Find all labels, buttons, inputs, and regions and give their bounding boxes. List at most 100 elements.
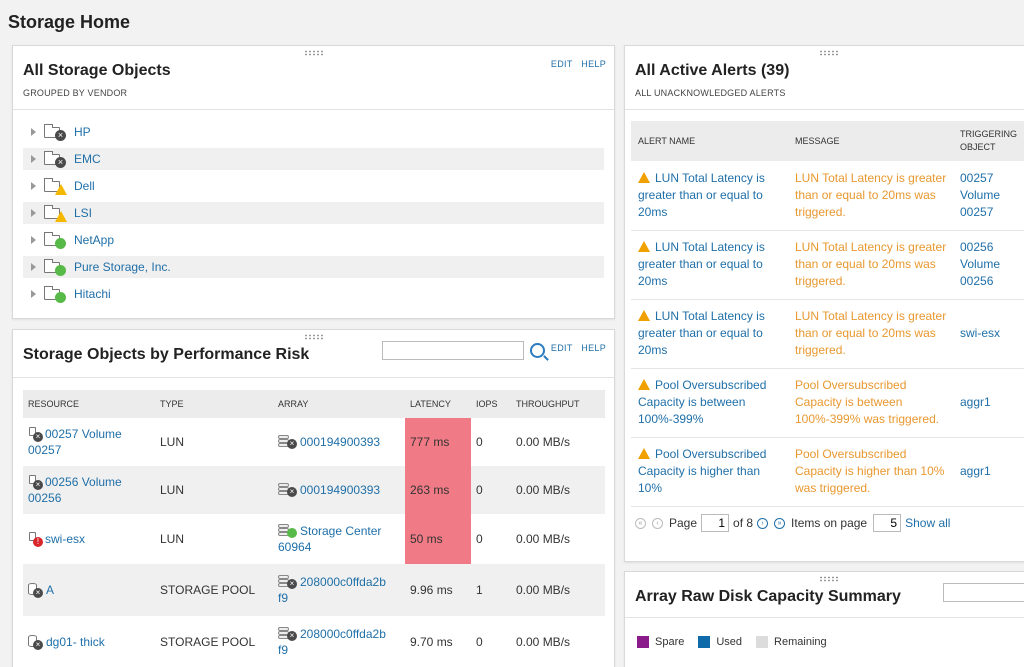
vendor-row[interactable]: Dell [23,175,604,197]
vendor-link[interactable]: NetApp [74,233,115,247]
alert-name-link[interactable]: LUN Total Latency is greater than or equ… [638,309,765,357]
search-icon[interactable] [530,343,545,358]
alert-name-link[interactable]: LUN Total Latency is greater than or equ… [638,170,765,219]
page-count: of 8 [733,516,754,530]
col-throughput[interactable]: THROUGHPUT [511,390,605,418]
expand-triangle-icon[interactable] [31,263,36,271]
vendor-row[interactable]: NetApp [23,229,604,251]
alert-message: LUN Total Latency is greater than or equ… [788,161,953,231]
vendor-row[interactable]: × HP [23,121,604,143]
expand-triangle-icon[interactable] [31,209,36,217]
latency-cell: 9.96 ms [405,564,471,616]
alert-name-link[interactable]: LUN Total Latency is greater than or equ… [638,240,765,288]
legend-swatch [756,636,769,648]
expand-triangle-icon[interactable] [31,236,36,244]
next-page-icon[interactable]: › [757,517,769,529]
triggering-object-link[interactable]: swi-esx [960,326,1001,340]
triggering-object-link[interactable]: aggr1 [960,464,991,478]
drag-handle[interactable] [819,576,839,582]
vendor-link[interactable]: Pure Storage, Inc. [74,260,171,274]
perf-search-input[interactable] [382,341,524,360]
resource-link[interactable]: swi-esx [45,532,86,546]
folder-icon: × [44,150,66,168]
triggering-object-link[interactable]: 00257 Volume 00257 [960,170,1001,219]
first-page-icon[interactable]: « [635,517,646,529]
col-triggering-object[interactable]: TRIGGERING OBJECT [953,121,1024,161]
latency-cell: 50 ms [405,514,471,564]
table-row: × 00256 Volume 00256 LUN × 000194900393 263 ms… [23,466,605,514]
legend-swatch [698,636,711,648]
col-resource[interactable]: RESOURCE [23,390,155,418]
resource-link[interactable]: A [46,583,55,597]
array-icon [278,524,297,538]
vendor-link[interactable]: EMC [74,152,101,166]
folder-icon: × [44,123,66,141]
items-per-page-input[interactable] [873,514,902,532]
alert-row: LUN Total Latency is greater than or equ… [631,230,1024,300]
resource-link[interactable]: 00256 Volume [45,475,122,489]
alerts-subtitle: ALL UNACKNOWLEDGED ALERTS [635,88,786,98]
col-message[interactable]: MESSAGE [788,121,953,161]
col-latency[interactable]: LATENCY [405,390,471,418]
help-link[interactable]: HELP [581,59,606,69]
capacity-search-input[interactable] [943,583,1024,602]
vendor-row[interactable]: × EMC [23,148,604,170]
edit-link[interactable]: EDIT [550,59,573,69]
legend-swatch [637,636,649,648]
vendor-link[interactable]: LSI [74,206,93,220]
last-page-icon[interactable]: » [774,517,786,529]
col-type[interactable]: TYPE [155,390,273,418]
show-all-link[interactable]: Show all [905,516,951,530]
folder-icon [44,258,66,276]
drag-handle[interactable] [303,334,324,340]
array-icon: × [278,627,297,641]
array-link[interactable]: 208000c0ffda2b [300,575,386,589]
triggering-object-link[interactable]: aggr1 [960,395,991,409]
resource-link[interactable]: dg01- thick [46,635,105,649]
array-link[interactable]: 208000c0ffda2b [300,627,386,641]
storage-objects-title: All Storage Objects [23,62,171,79]
triggering-object-link[interactable]: 00256 Volume 00256 [960,240,1001,288]
array-icon: × [278,483,297,497]
expand-triangle-icon[interactable] [31,128,36,136]
edit-link[interactable]: EDIT [550,343,573,353]
help-link[interactable]: HELP [581,343,606,353]
perf-risk-title: Storage Objects by Performance Risk [23,346,310,363]
array-icon: × [278,435,297,449]
array-link[interactable]: Storage Center [300,524,382,538]
page-number-input[interactable] [701,514,730,532]
array-link[interactable]: 000194900393 [300,483,381,497]
drag-handle[interactable] [819,50,839,56]
vendor-row[interactable]: Hitachi [23,283,604,305]
resource-link[interactable]: 00257 [28,443,62,457]
alert-name-link[interactable]: Pool Oversubscribed Capacity is between … [638,378,767,426]
expand-triangle-icon[interactable] [31,155,36,163]
storage-objects-panel: All Storage Objects GROUPED BY VENDOR ED… [12,45,615,319]
col-alert-name[interactable]: ALERT NAME [631,121,788,161]
col-array[interactable]: ARRAY [273,390,405,418]
vendor-row[interactable]: Pure Storage, Inc. [23,256,604,278]
warning-icon [638,379,650,390]
iops-cell: 0 [471,466,511,514]
alert-name-link[interactable]: Pool Oversubscribed Capacity is higher t… [638,447,767,495]
array-link[interactable]: 000194900393 [300,435,381,449]
resource-link[interactable]: 00256 [28,491,62,505]
array-link[interactable]: 60964 [278,540,312,554]
expand-triangle-icon[interactable] [31,182,36,190]
vendor-link[interactable]: Hitachi [74,287,111,301]
array-link[interactable]: f9 [278,591,289,605]
vendor-link[interactable]: HP [74,125,91,139]
lun-icon: × [28,475,43,490]
expand-triangle-icon[interactable] [31,290,36,298]
capacity-title: Array Raw Disk Capacity Summary [635,588,901,605]
storage-pool-icon: × [28,635,43,650]
vendor-link[interactable]: Dell [74,179,95,193]
vendor-row[interactable]: LSI [23,202,604,224]
throughput-cell: 0.00 MB/s [516,532,571,546]
folder-icon [44,204,67,222]
drag-handle[interactable] [303,50,324,56]
prev-page-icon[interactable]: ‹ [652,517,663,529]
array-link[interactable]: f9 [278,643,289,657]
resource-link[interactable]: 00257 Volume [45,427,122,441]
col-iops[interactable]: IOPS [471,390,511,418]
